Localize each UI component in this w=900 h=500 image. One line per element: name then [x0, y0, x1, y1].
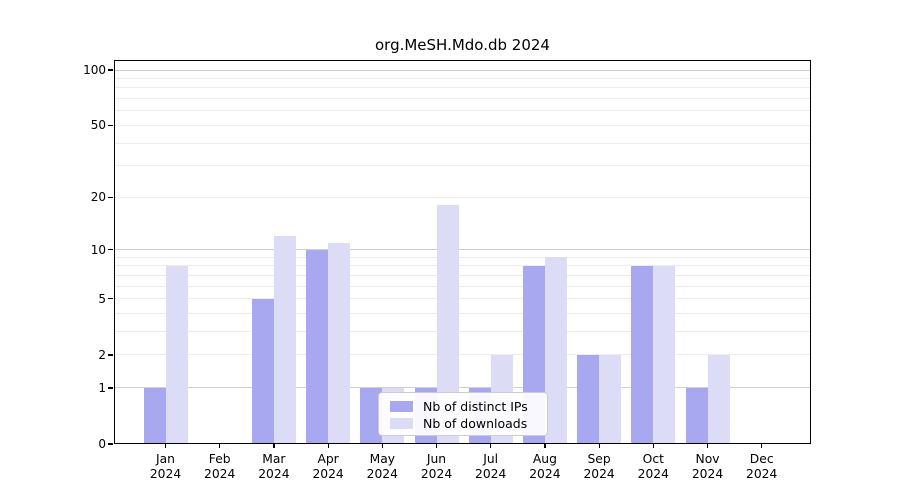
y-tick-label-2: 2 [98, 347, 106, 362]
x-tick-label-nov: Nov 2024 [691, 452, 724, 481]
x-tick-apr [327, 444, 329, 448]
legend-label-downloads: Nb of downloads [423, 415, 528, 431]
y-tick-20 [108, 196, 113, 198]
bar-distinct-ips-sep [577, 354, 600, 444]
gridline-y-50 [114, 124, 811, 126]
legend-label-distinct-ips: Nb of distinct IPs [423, 398, 528, 414]
y-tick-100 [108, 69, 113, 71]
y-tick-10 [108, 249, 113, 251]
y-tick-label-100: 100 [83, 63, 106, 77]
y-tick-2 [108, 354, 113, 356]
y-tick-label-5: 5 [98, 291, 106, 306]
gridline-y-2 [114, 354, 811, 356]
x-tick-label-jan: Jan 2024 [149, 452, 182, 481]
x-tick-sep [598, 444, 600, 448]
gridline-y-100 [114, 69, 811, 71]
x-tick-label-aug: Aug 2024 [529, 452, 561, 481]
legend-swatch-downloads [390, 418, 413, 429]
chart-title: org.MeSH.Mdo.db 2024 [375, 36, 550, 54]
bar-downloads-mar [273, 236, 296, 444]
x-tick-label-mar: Mar 2024 [258, 452, 290, 481]
gridline-y-20 [114, 196, 811, 198]
x-tick-nov [706, 444, 709, 448]
gridline-y-80 [114, 87, 811, 89]
gridline-y-1 [114, 387, 811, 389]
x-tick-feb [219, 444, 221, 448]
y-tick-label-1: 1 [98, 380, 106, 395]
x-tick-oct [652, 444, 654, 448]
x-tick-label-oct: Oct 2024 [637, 452, 669, 481]
gridline-y-9 [114, 256, 811, 258]
bar-downloads-nov [707, 354, 730, 444]
x-tick-may [381, 444, 383, 448]
legend: Nb of distinct IPs Nb of downloads [378, 392, 548, 436]
legend-item-distinct-ips: Nb of distinct IPs [390, 398, 539, 415]
y-tick-1 [108, 387, 113, 389]
gridline-y-40 [114, 142, 811, 144]
y-tick-0 [108, 443, 113, 445]
bar-distinct-ips-jan [143, 387, 166, 444]
legend-swatch-distinct-ips [390, 401, 413, 412]
gridline-y-3 [114, 331, 811, 333]
x-tick-label-sep: Sep 2024 [583, 452, 615, 481]
bar-downloads-sep [599, 354, 622, 444]
bar-distinct-ips-nov [685, 387, 708, 444]
bar-downloads-jun [436, 205, 459, 444]
gridline-y-10 [114, 249, 811, 251]
x-tick-jun [435, 444, 438, 448]
x-tick-jan [164, 444, 167, 448]
bar-downloads-apr [328, 242, 351, 444]
x-tick-dec [761, 444, 763, 448]
gridline-y-5 [114, 298, 811, 300]
bar-downloads-aug [544, 257, 567, 444]
bar-distinct-ips-mar [251, 298, 274, 444]
x-tick-label-feb: Feb 2024 [204, 452, 236, 481]
y-tick-label-10: 10 [90, 242, 106, 257]
bar-downloads-jan [165, 265, 188, 444]
x-tick-label-jul: Jul 2024 [475, 452, 507, 481]
y-tick-label-20: 20 [90, 190, 106, 205]
y-tick-label-0: 0 [98, 437, 106, 451]
bar-distinct-ips-apr [306, 249, 329, 444]
gridline-y-30 [114, 165, 811, 167]
x-tick-label-may: May 2024 [366, 452, 398, 481]
x-tick-label-dec: Dec 2024 [746, 452, 778, 481]
bar-distinct-ips-oct [631, 265, 654, 444]
y-tick-5 [108, 298, 113, 300]
x-tick-mar [273, 444, 275, 448]
gridline-y-7 [114, 274, 811, 276]
gridline-y-6 [114, 285, 811, 287]
x-tick-jul [490, 444, 492, 448]
bar-downloads-oct [653, 265, 676, 444]
gridline-y-90 [114, 77, 811, 79]
gridline-y-8 [114, 265, 811, 267]
gridline-y-4 [114, 313, 811, 315]
x-tick-label-apr: Apr 2024 [312, 452, 344, 481]
y-tick-label-50: 50 [90, 118, 106, 133]
y-tick-50 [108, 124, 113, 127]
x-tick-aug [544, 444, 546, 448]
x-tick-label-jun: Jun 2024 [420, 452, 453, 481]
gridline-y-60 [114, 110, 811, 112]
gridline-y-70 [114, 98, 811, 100]
legend-item-downloads: Nb of downloads [390, 415, 539, 432]
bar-distinct-ips-may [360, 387, 383, 444]
